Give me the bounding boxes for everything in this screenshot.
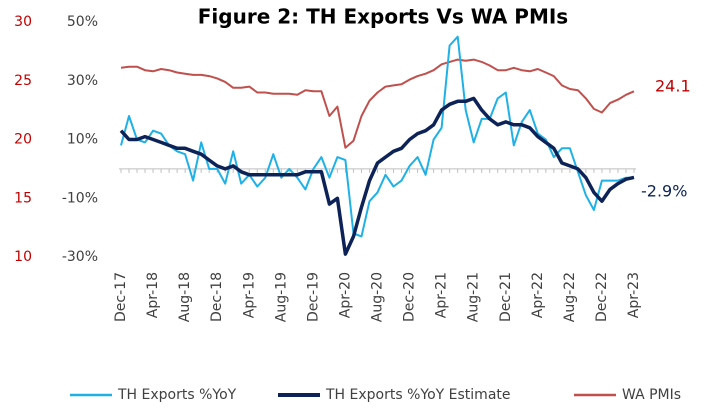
- x-tick-label: Aug-22: [562, 272, 578, 322]
- y-tick-label: 30%: [67, 73, 98, 89]
- y2-tick-label: 15: [14, 190, 32, 206]
- x-tick-label: Apr-18: [145, 272, 161, 318]
- x-tick-label: Aug-21: [466, 272, 482, 322]
- x-tick-label: Dec-21: [498, 272, 514, 322]
- x-tick-label: Aug-19: [273, 272, 289, 322]
- legend-label: TH Exports %YoY Estimate: [325, 387, 511, 403]
- legend-label: TH Exports %YoY: [117, 387, 237, 403]
- y-tick-label: 50%: [67, 14, 98, 30]
- chart-title: Figure 2: TH Exports Vs WA PMIs: [198, 5, 568, 29]
- y-tick-label: -30%: [62, 249, 98, 265]
- x-tick-label: Dec-19: [305, 272, 321, 322]
- annotation: 24.1: [655, 77, 691, 96]
- x-tick-label: Apr-19: [241, 272, 257, 318]
- y2-tick-label: 20: [14, 132, 32, 148]
- y2-tick-label: 30: [14, 14, 32, 30]
- y-tick-label: -10%: [62, 190, 98, 206]
- x-tick-label: Apr-21: [434, 272, 450, 318]
- x-tick-label: Dec-20: [402, 272, 418, 322]
- series-line: [120, 58, 635, 149]
- x-tick-label: Aug-18: [177, 272, 193, 322]
- series-line: [120, 35, 634, 238]
- x-tick-label: Dec-22: [594, 272, 610, 322]
- annotation: -2.9%: [641, 182, 687, 201]
- series-line: [119, 96, 635, 256]
- legend-label: WA PMIs: [622, 387, 681, 403]
- y2-tick-label: 25: [14, 73, 32, 89]
- x-tick-label: Dec-18: [209, 272, 225, 322]
- x-tick-label: Apr-22: [530, 272, 546, 318]
- x-tick-label: Apr-20: [337, 272, 353, 318]
- x-tick-label: Aug-20: [370, 272, 386, 322]
- x-tick-label: Dec-17: [113, 272, 129, 322]
- y-tick-label: 10%: [67, 132, 98, 148]
- y2-tick-label: 10: [14, 249, 32, 265]
- x-tick-label: Apr-23: [626, 272, 642, 318]
